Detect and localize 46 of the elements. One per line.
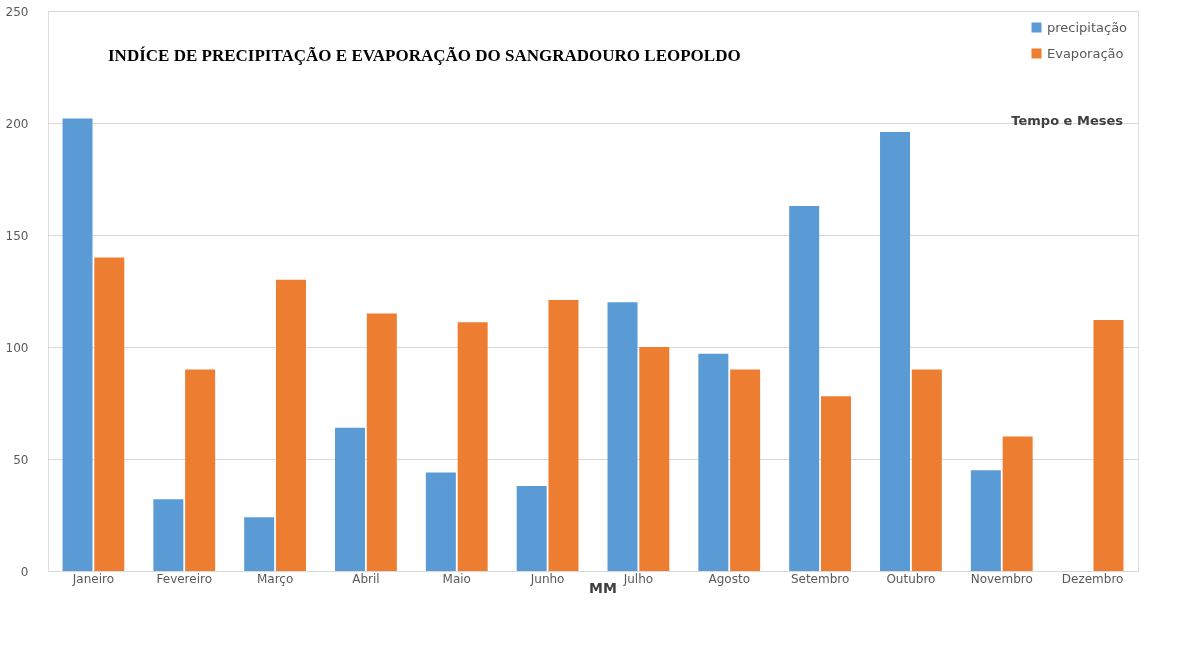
legend-label: Evaporação <box>1047 45 1124 61</box>
bar <box>335 427 366 571</box>
bar <box>244 517 275 571</box>
bar <box>425 472 456 571</box>
x-tick-label: Maio <box>442 571 471 586</box>
bar <box>62 118 93 571</box>
bar <box>366 313 397 571</box>
bar <box>698 353 729 571</box>
legend-label: precipitação <box>1047 19 1128 35</box>
bar <box>880 131 911 571</box>
x-tick-label: Novembro <box>970 571 1033 586</box>
x-tick-label: Julho <box>622 571 654 586</box>
x-tick-label: Abril <box>352 571 380 586</box>
bar <box>516 485 547 571</box>
y-tick-label: 150 <box>5 228 29 243</box>
x-tick-label: Agosto <box>708 571 750 586</box>
y-tick-label: 250 <box>5 4 29 19</box>
y-tick-label: 100 <box>5 340 29 355</box>
bar <box>457 322 488 571</box>
y-tick-label: 0 <box>20 564 29 579</box>
x-tick-label: Janeiro <box>71 571 115 586</box>
bar <box>94 257 125 571</box>
y-tick-label: 50 <box>13 452 29 467</box>
annotation: Tempo e Meses <box>1011 113 1124 128</box>
bar <box>153 499 184 571</box>
x-tick-label: Março <box>256 571 294 586</box>
bar <box>789 205 820 571</box>
bar <box>1002 436 1033 571</box>
x-tick-label: Outubro <box>886 571 936 586</box>
x-tick-label: Junho <box>529 571 565 586</box>
bar <box>1093 320 1124 571</box>
y-tick-label: 200 <box>5 116 29 131</box>
bar <box>607 302 638 571</box>
x-tick-label: Fevereiro <box>156 571 213 586</box>
bar <box>970 470 1001 571</box>
text: INDÍCE DE PRECIPITAÇÃO E EVAPORAÇÃO DO SANGRADOURO LEOPOLDO <box>108 46 741 65</box>
bar <box>185 369 216 571</box>
bar <box>911 369 942 571</box>
bar <box>639 347 670 571</box>
bar <box>730 369 761 571</box>
bar <box>820 396 851 571</box>
bar <box>548 299 579 571</box>
x-tick-label: Setembro <box>790 571 850 586</box>
x-tick-label: Dezembro <box>1061 571 1124 586</box>
text: MM <box>589 580 617 596</box>
bar <box>275 279 306 571</box>
